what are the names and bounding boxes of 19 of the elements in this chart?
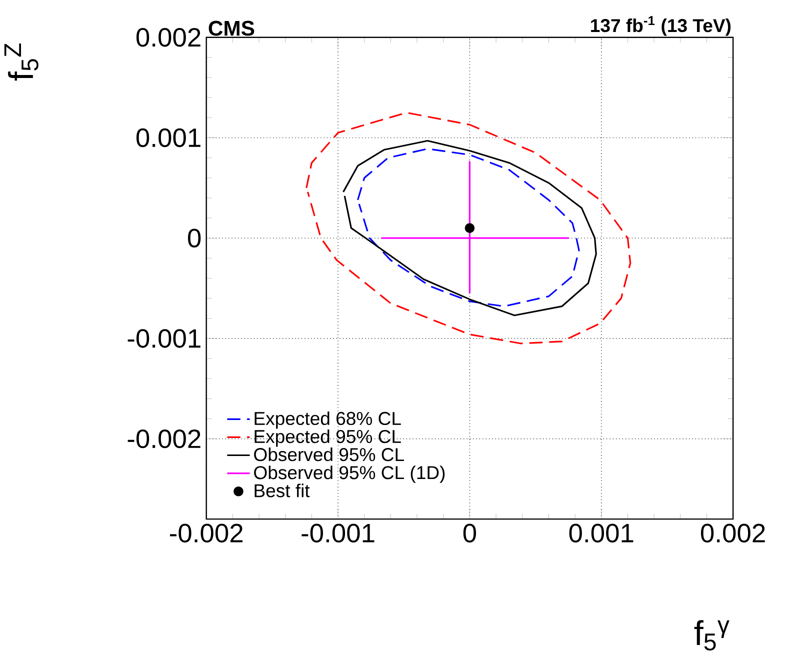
y-tick-label: 0 [188,228,201,248]
chart-title: CMS [208,20,254,36]
y-tick-label: -0.001 [128,329,200,348]
x-tick-label: 0.002 [700,524,765,542]
chart-subtitle: 137 fb$^{-1}$ (13 TeV) [591,16,731,36]
legend-label: Expected 95% CL [254,429,401,447]
y-axis-title: f$_{5}$Z [4,43,38,81]
x-tick-label: 0.001 [569,524,634,542]
y-tick-label: 0.001 [136,128,200,148]
legend-label: Observed 95% CL (1D) [254,466,445,483]
y-tick-label: 0.002 [136,28,200,47]
x-axis-title: f$_{5}$γ [694,620,730,650]
legend-label: Observed 95% CL [254,448,404,462]
x-tick-label: 0 [463,524,476,542]
y-tick-label: -0.002 [128,429,200,448]
x-tick-label: -0.001 [302,524,374,542]
legend-label: Expected 68% CL [254,411,401,429]
legend-label: Best fit [254,484,310,498]
x-tick-label: -0.002 [170,524,243,542]
